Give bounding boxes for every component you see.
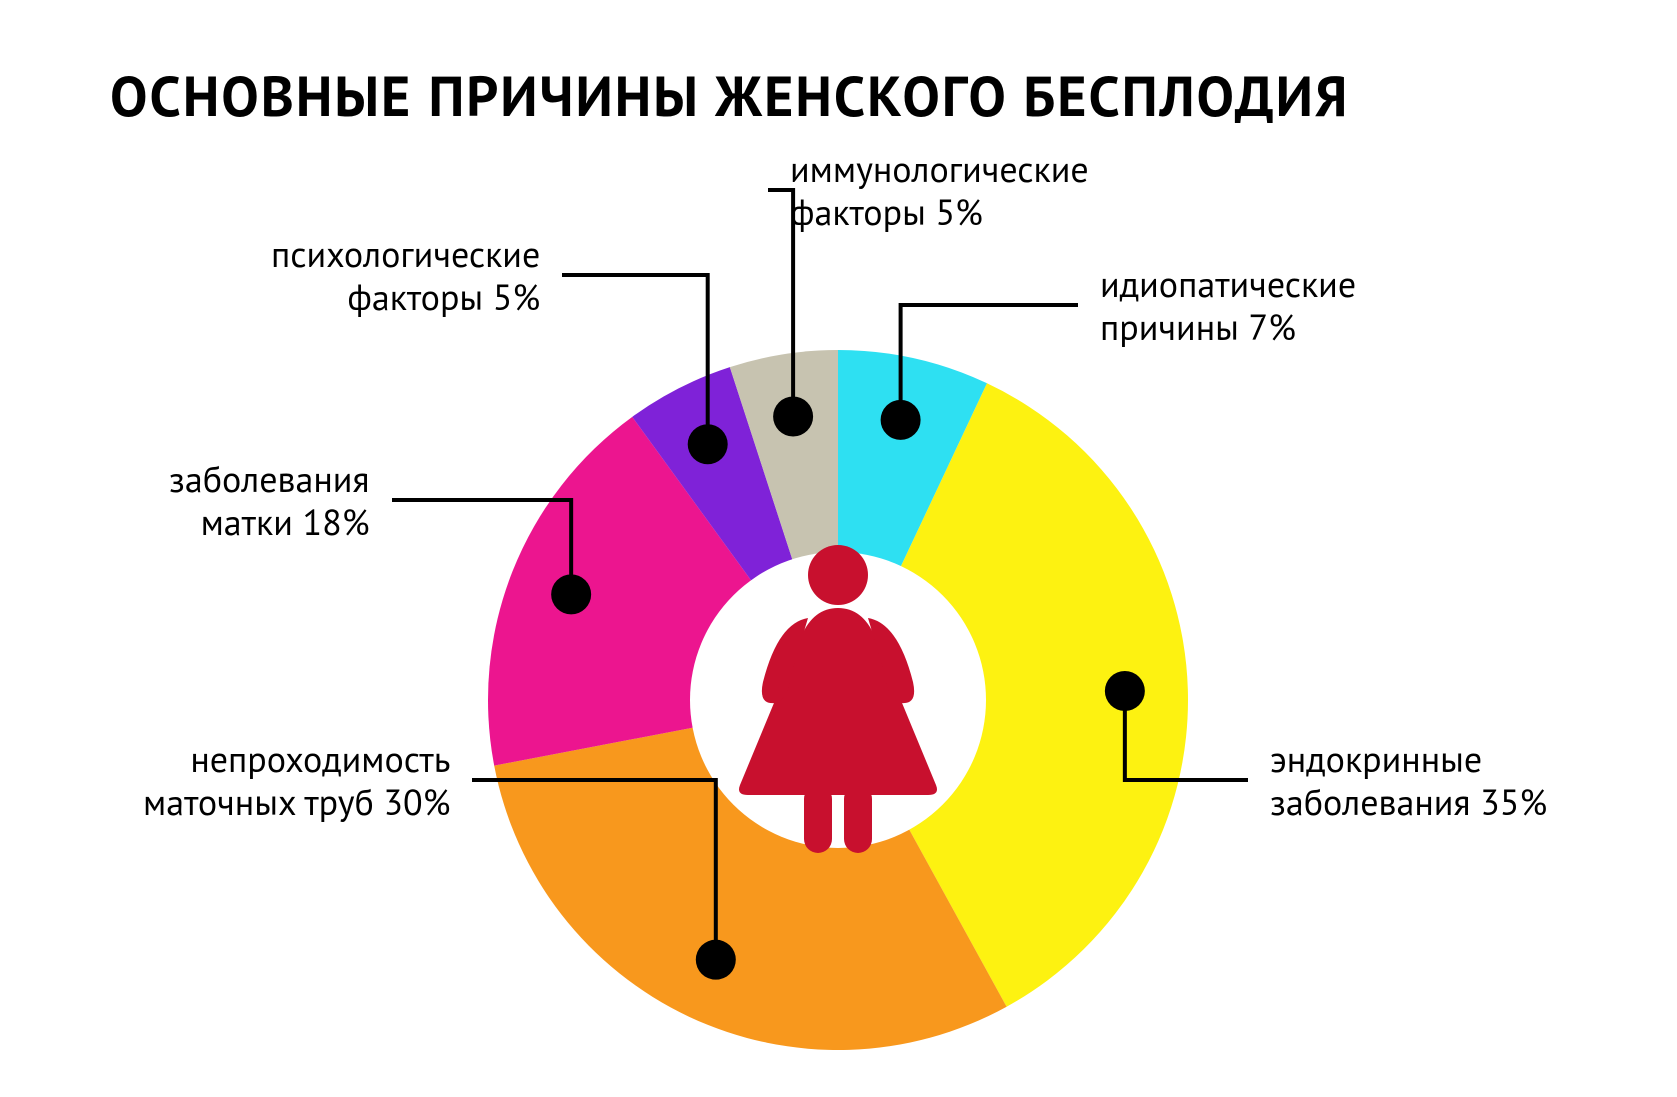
bullet-psychological xyxy=(688,424,728,464)
label-immunological: иммунологическиефакторы 5% xyxy=(790,147,1089,233)
bullet-endocrine xyxy=(1105,671,1145,711)
bullet-uterine xyxy=(551,574,591,614)
label-tubal: непроходимостьматочных труб 30% xyxy=(143,737,450,823)
label-endocrine: эндокринныезаболевания 35% xyxy=(1270,737,1547,823)
label-psychological: психологическиефакторы 5% xyxy=(271,232,540,318)
bullet-immunological xyxy=(773,397,813,437)
infographic-stage: ОСНОВНЫЕ ПРИЧИНЫ ЖЕНСКОГО БЕСПЛОДИЯ идио… xyxy=(0,0,1677,1097)
bullet-tubal xyxy=(696,940,736,980)
label-uterine: заболеванияматки 18% xyxy=(169,457,370,543)
label-idiopathic: идиопатическиепричины 7% xyxy=(1100,262,1356,348)
bullet-idiopathic xyxy=(881,400,921,440)
